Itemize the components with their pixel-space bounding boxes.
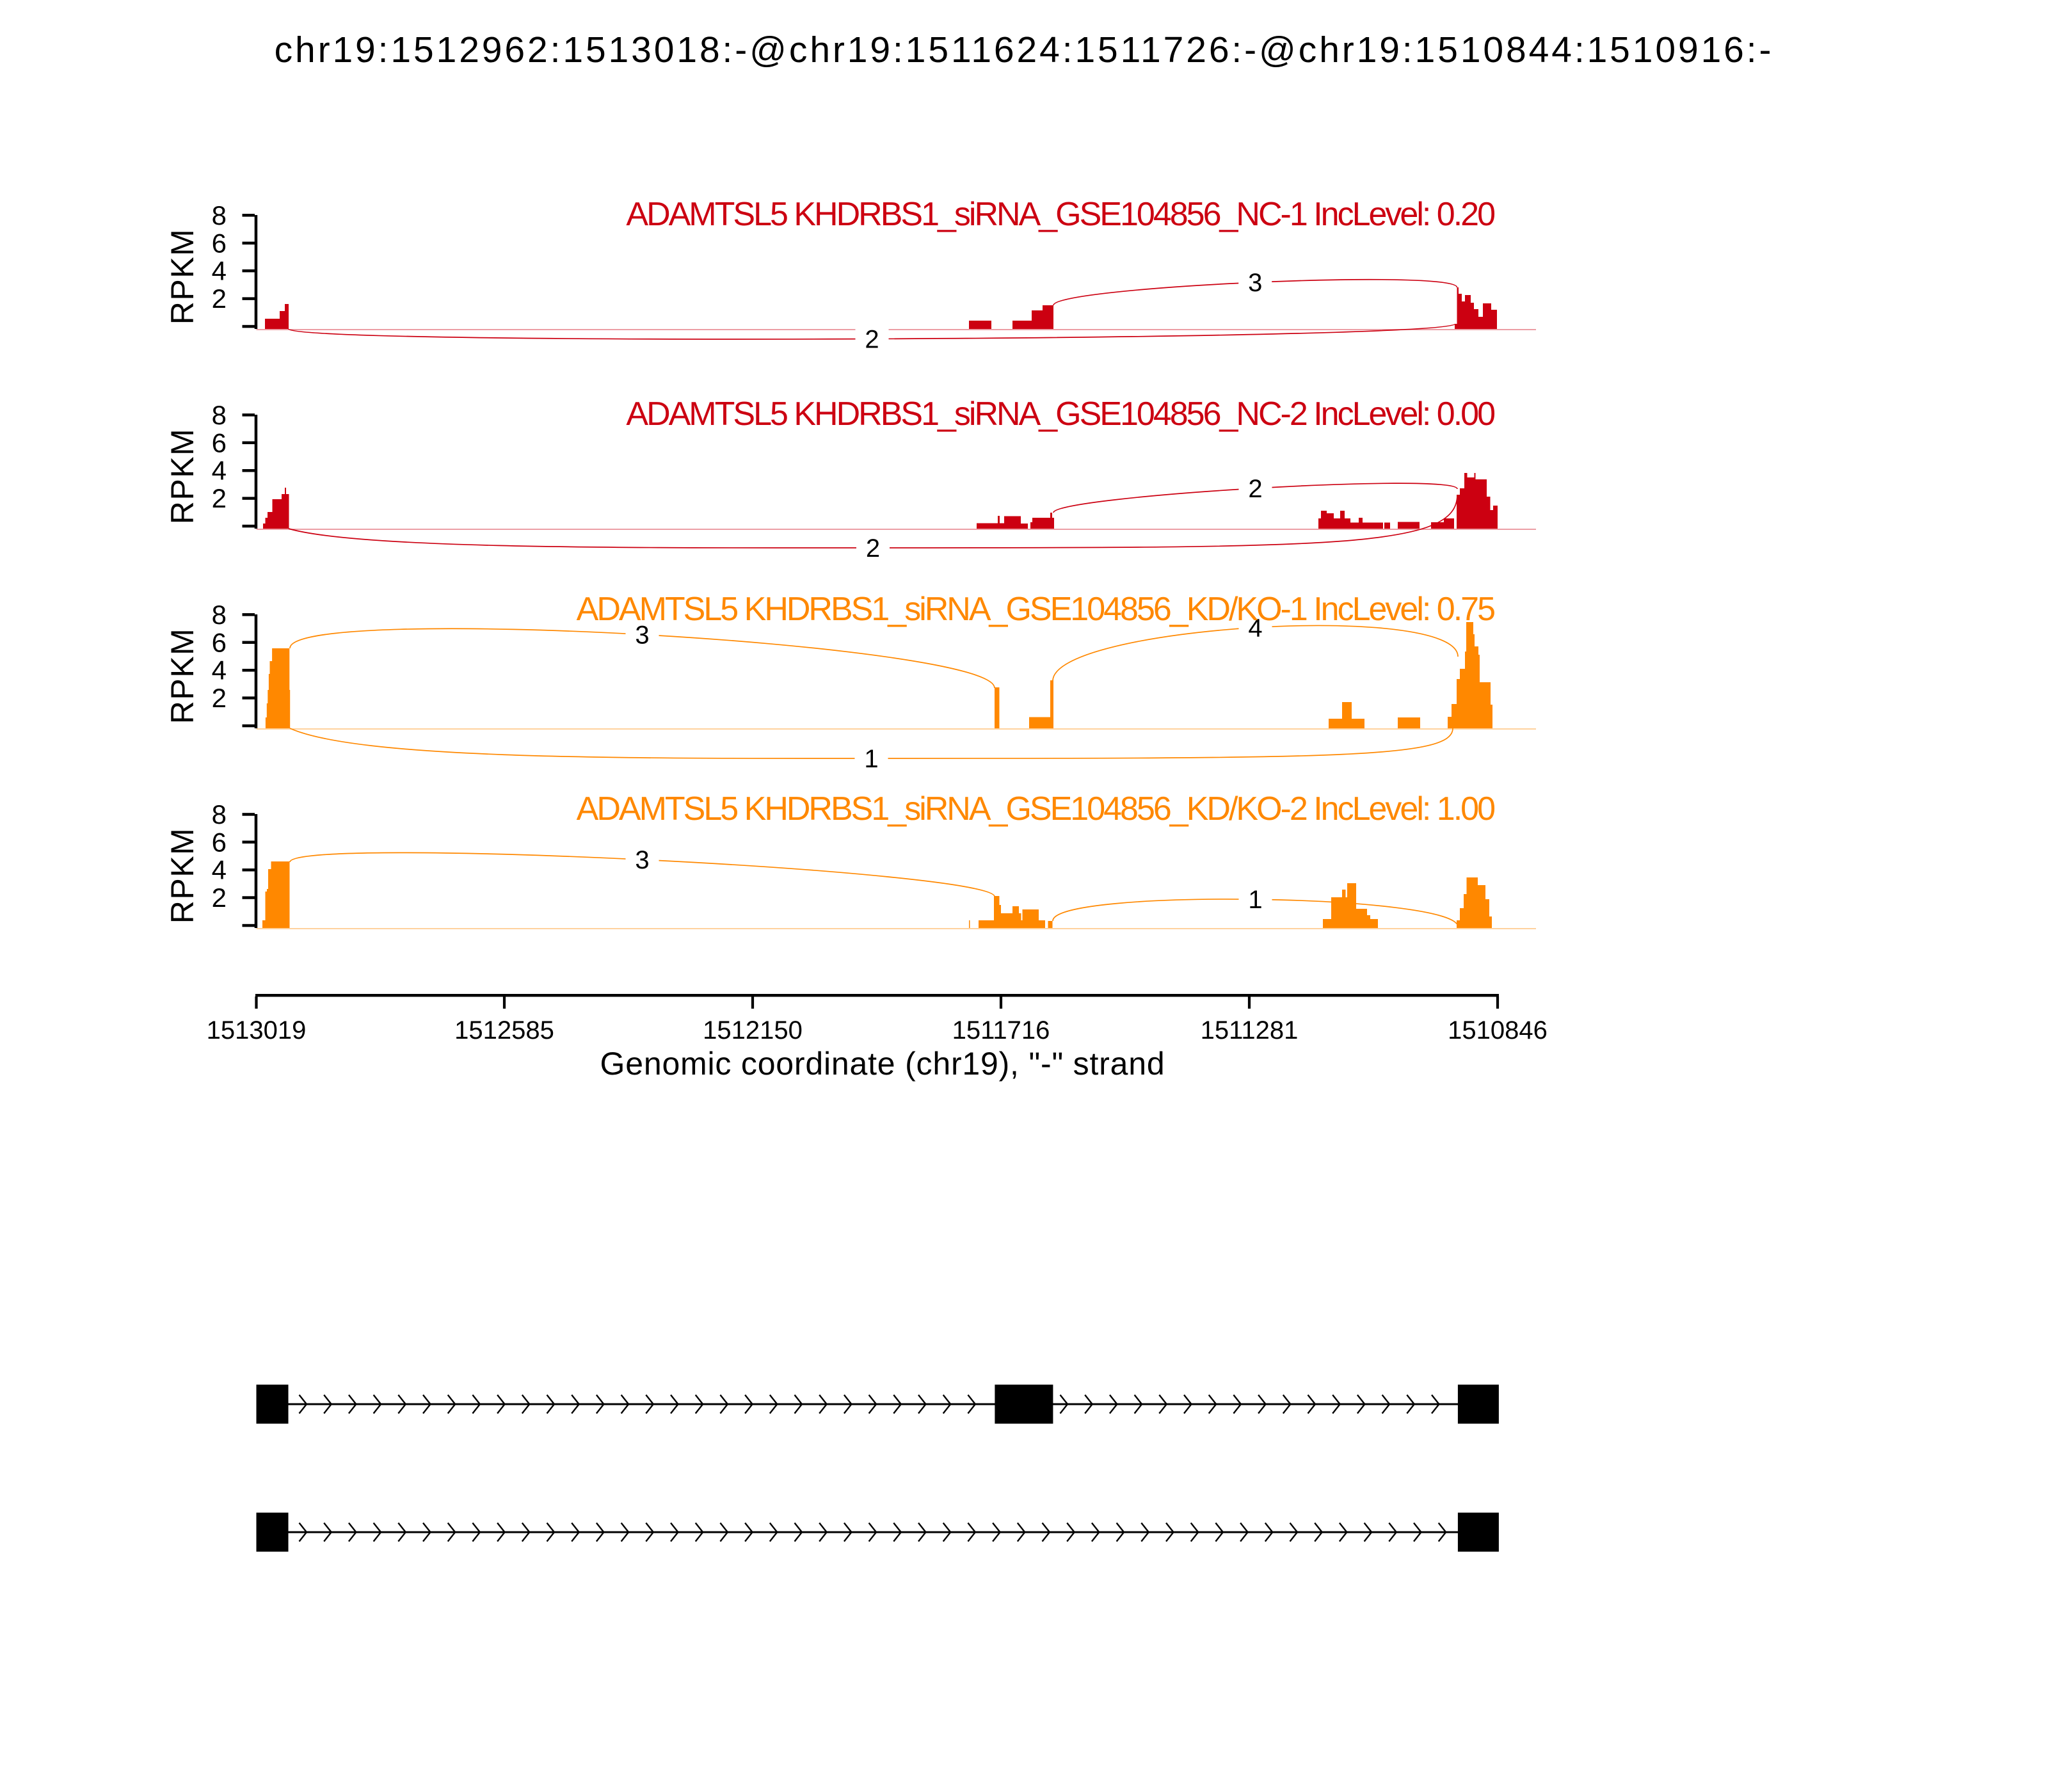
svg-text:8: 8: [212, 799, 227, 829]
svg-text:ADAMTSL5 KHDRBS1_siRNA_GSE1048: ADAMTSL5 KHDRBS1_siRNA_GSE104856_NC-1 In…: [626, 196, 1494, 233]
svg-text:2: 2: [212, 483, 227, 513]
svg-text:1510846: 1510846: [1448, 1016, 1548, 1044]
svg-text:6: 6: [212, 827, 227, 857]
svg-text:1: 1: [1248, 886, 1262, 914]
svg-text:ADAMTSL5 KHDRBS1_siRNA_GSE1048: ADAMTSL5 KHDRBS1_siRNA_GSE104856_NC-2 In…: [626, 396, 1494, 433]
svg-text:4: 4: [212, 655, 227, 685]
svg-text:3: 3: [635, 846, 649, 874]
svg-text:1511716: 1511716: [952, 1016, 1050, 1044]
svg-text:1512150: 1512150: [703, 1016, 803, 1044]
svg-text:4: 4: [1248, 614, 1262, 643]
svg-text:2: 2: [212, 883, 227, 913]
svg-text:2: 2: [865, 326, 879, 354]
svg-text:4: 4: [212, 256, 227, 286]
svg-text:4: 4: [212, 456, 227, 486]
svg-text:6: 6: [212, 228, 227, 258]
svg-text:1511281: 1511281: [1201, 1016, 1299, 1044]
svg-text:3: 3: [635, 621, 649, 650]
svg-text:4: 4: [212, 855, 227, 885]
svg-text:RPKM: RPKM: [164, 428, 200, 524]
svg-text:2: 2: [1248, 475, 1262, 503]
svg-text:ADAMTSL5 KHDRBS1_siRNA_GSE1048: ADAMTSL5 KHDRBS1_siRNA_GSE104856_KD/KO-1…: [577, 591, 1494, 628]
svg-text:6: 6: [212, 428, 227, 458]
svg-text:2: 2: [212, 683, 227, 713]
svg-text:1513019: 1513019: [207, 1016, 307, 1044]
svg-text:RPKM: RPKM: [164, 828, 200, 924]
svg-text:RPKM: RPKM: [164, 628, 200, 724]
svg-text:2: 2: [212, 284, 227, 314]
svg-text:1: 1: [864, 745, 878, 773]
svg-text:8: 8: [212, 600, 227, 630]
svg-text:RPKM: RPKM: [164, 228, 200, 324]
svg-text:Genomic coordinate (chr19), "-: Genomic coordinate (chr19), "-" strand: [600, 1046, 1165, 1082]
svg-text:8: 8: [212, 200, 227, 230]
svg-text:2: 2: [866, 534, 880, 563]
svg-text:chr19:1512962:1513018:-@chr19:: chr19:1512962:1513018:-@chr19:1511624:15…: [275, 29, 1774, 70]
svg-text:1512585: 1512585: [454, 1016, 554, 1044]
svg-text:3: 3: [1248, 269, 1262, 297]
svg-text:6: 6: [212, 627, 227, 657]
svg-text:8: 8: [212, 400, 227, 430]
svg-text:ADAMTSL5 KHDRBS1_siRNA_GSE1048: ADAMTSL5 KHDRBS1_siRNA_GSE104856_KD/KO-2…: [577, 790, 1494, 828]
